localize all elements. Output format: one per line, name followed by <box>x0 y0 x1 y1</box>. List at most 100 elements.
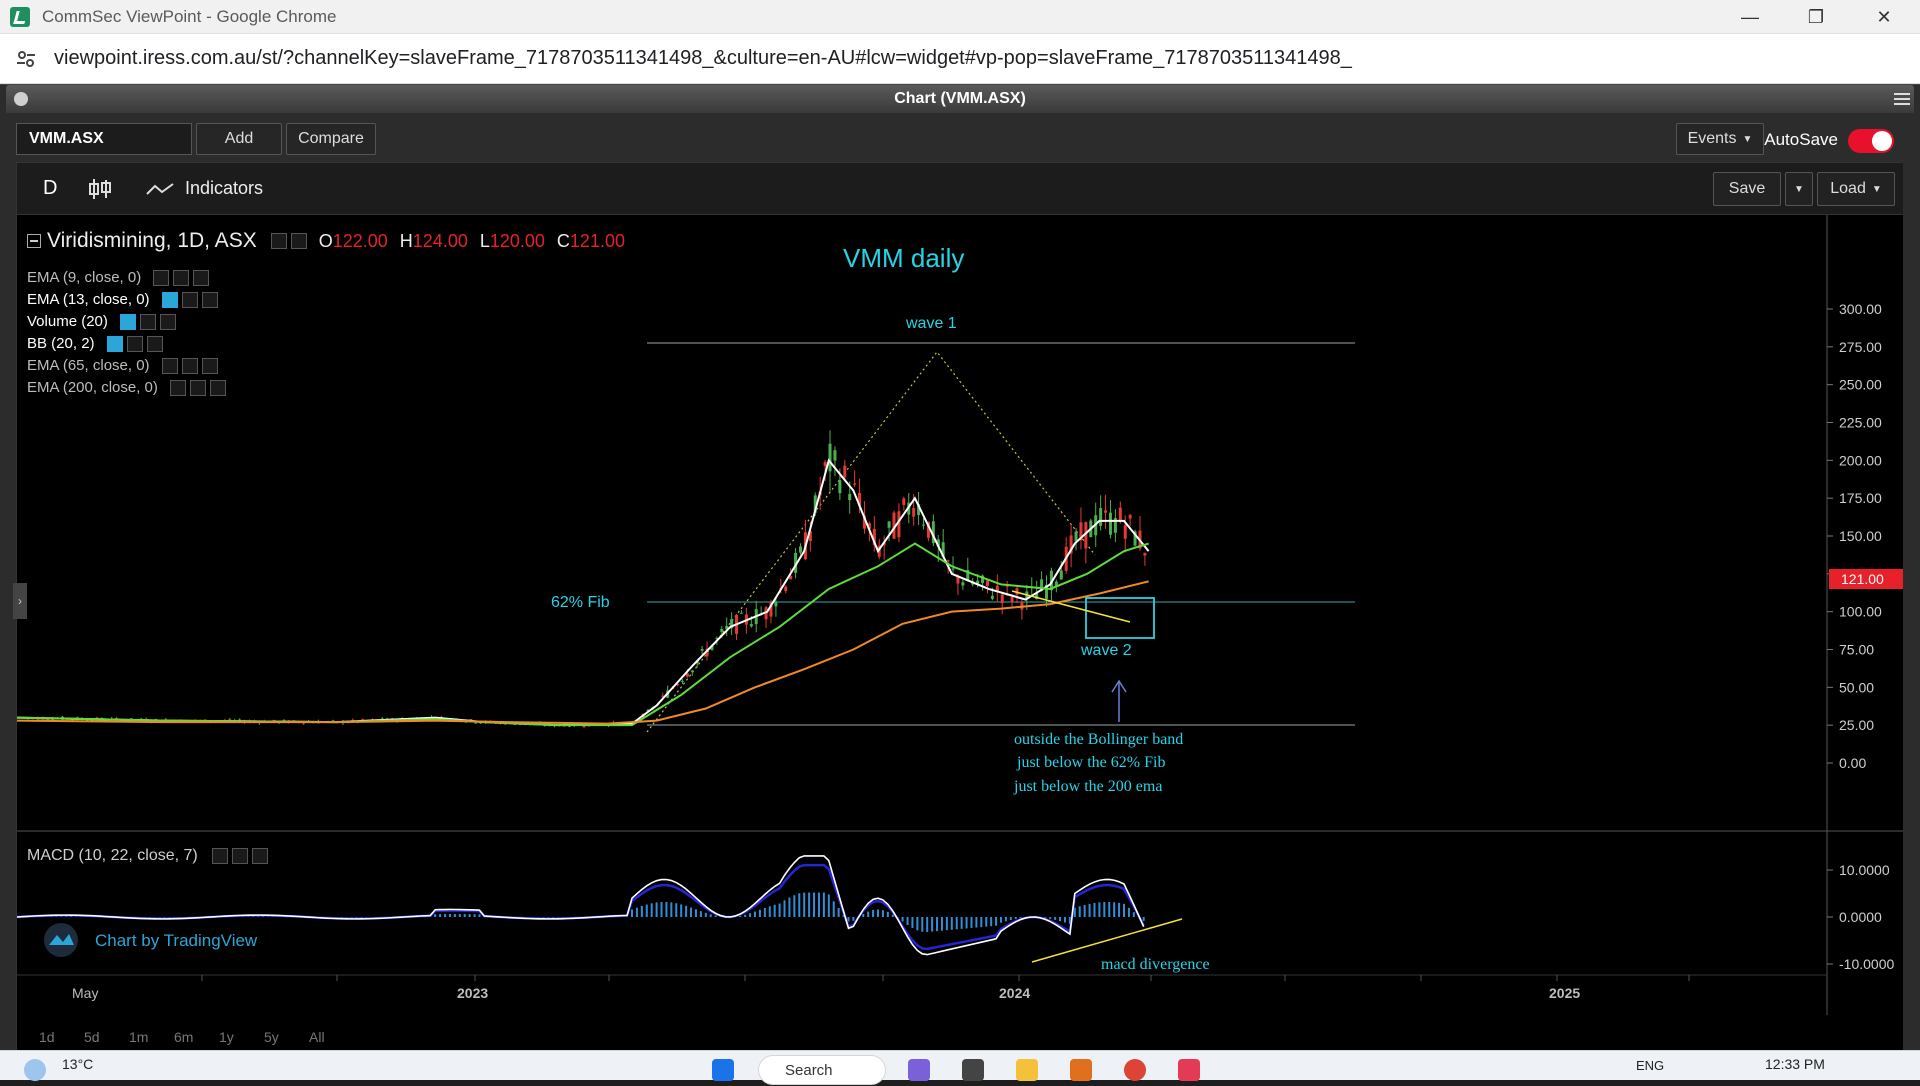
candle-body <box>1104 510 1107 512</box>
settings-icon[interactable] <box>127 336 143 352</box>
visibility-icon[interactable] <box>212 848 228 864</box>
candle-type-icon[interactable] <box>87 177 113 206</box>
remove-icon[interactable] <box>210 380 226 396</box>
settings-icon[interactable] <box>140 314 156 330</box>
restore-button[interactable]: ❐ <box>1788 0 1844 34</box>
task-view-icon[interactable] <box>962 1059 984 1081</box>
settings-icon[interactable] <box>190 380 206 396</box>
remove-icon[interactable] <box>202 358 218 374</box>
candle-body <box>681 681 684 682</box>
price-tick-label: 25.00 <box>1839 717 1874 733</box>
macd-histogram-bar <box>902 917 904 921</box>
weather-icon[interactable] <box>24 1059 46 1081</box>
study-legend-row[interactable]: Volume (20) <box>27 313 176 330</box>
indicators-icon[interactable] <box>145 181 175 202</box>
study-legend-row[interactable]: EMA (13, close, 0) <box>27 291 218 308</box>
time-tick-label: 2023 <box>457 985 488 1001</box>
candle-body <box>853 483 856 484</box>
remove-icon[interactable] <box>193 270 209 286</box>
taskbar-clock[interactable]: 12:33 PM <box>1765 1056 1825 1072</box>
open-value: 122.00 <box>333 231 388 252</box>
note-fib[interactable]: just below the 62% Fib <box>1016 754 1165 771</box>
language-indicator[interactable]: ENG <box>1636 1058 1664 1073</box>
compare-button[interactable]: Compare <box>286 123 376 155</box>
copilot-icon[interactable] <box>908 1059 930 1081</box>
note-bollinger[interactable]: outside the Bollinger band <box>1014 731 1183 748</box>
macd-histogram-bar <box>665 902 667 917</box>
widget-menu-icon[interactable] <box>1894 90 1910 106</box>
url-text[interactable]: viewpoint.iress.com.au/st/?channelKey=sl… <box>54 47 1352 70</box>
address-bar[interactable]: viewpoint.iress.com.au/st/?channelKey=sl… <box>0 34 1920 84</box>
visibility-icon[interactable] <box>162 358 178 374</box>
wave2-label[interactable]: wave 2 <box>1080 642 1132 659</box>
interval-button[interactable]: D <box>43 177 57 200</box>
visibility-icon[interactable] <box>271 233 287 249</box>
macd-histogram-bar <box>1054 917 1056 920</box>
range-button[interactable]: 5d <box>84 1029 100 1045</box>
app-icon[interactable] <box>1178 1059 1200 1081</box>
macd-study-label: MACD (10, 22, close, 7) <box>27 847 198 865</box>
visibility-icon[interactable] <box>153 270 169 286</box>
load-dropdown[interactable]: Load ▼ <box>1817 172 1895 206</box>
visibility-icon[interactable] <box>162 292 178 308</box>
macd-histogram-bar <box>710 914 712 917</box>
macd-histogram-bar <box>1010 917 1012 920</box>
fib-label[interactable]: 62% Fib <box>551 594 610 611</box>
save-options-button[interactable]: ▼ <box>1785 172 1813 206</box>
macd-histogram-bar <box>464 914 466 917</box>
settings-icon[interactable] <box>182 358 198 374</box>
visibility-icon[interactable] <box>120 314 136 330</box>
settings-icon[interactable] <box>291 233 307 249</box>
file-explorer-icon[interactable] <box>1016 1059 1038 1081</box>
symbol-input[interactable]: VMM.ASX <box>16 123 192 155</box>
macd-histogram-bar <box>434 914 436 917</box>
study-legend-row[interactable]: EMA (9, close, 0) <box>27 269 209 286</box>
settings-icon[interactable] <box>232 848 248 864</box>
collapse-side-panel-button[interactable]: › <box>13 583 27 619</box>
indicators-button[interactable]: Indicators <box>185 178 263 199</box>
visibility-icon[interactable] <box>170 380 186 396</box>
settings-icon[interactable] <box>173 270 189 286</box>
events-dropdown[interactable]: Events ▼ <box>1676 123 1764 155</box>
wave1-label[interactable]: wave 1 <box>905 315 957 332</box>
close-button[interactable]: ✕ <box>1856 0 1912 34</box>
remove-icon[interactable] <box>252 848 268 864</box>
range-button[interactable]: 6m <box>174 1029 193 1045</box>
weather-temperature[interactable]: 13°C <box>62 1056 93 1072</box>
study-legend-row[interactable]: EMA (200, close, 0) <box>27 379 226 396</box>
study-label: EMA (9, close, 0) <box>27 269 141 286</box>
collapse-legend-icon[interactable] <box>27 234 41 248</box>
range-button[interactable]: All <box>309 1029 325 1045</box>
remove-icon[interactable] <box>160 314 176 330</box>
note-ema[interactable]: just below the 200 ema <box>1013 778 1162 795</box>
candle-body <box>961 582 964 585</box>
range-button[interactable]: 1m <box>129 1029 148 1045</box>
minimize-button[interactable]: — <box>1722 0 1778 34</box>
macd-divergence-label[interactable]: macd divergence <box>1101 956 1210 973</box>
visibility-icon[interactable] <box>107 336 123 352</box>
price-chart-canvas[interactable]: 300.00275.00250.00225.00200.00175.00150.… <box>17 215 1903 1015</box>
firefox-icon[interactable] <box>1070 1059 1092 1081</box>
range-button[interactable]: 5y <box>264 1029 279 1045</box>
remove-icon[interactable] <box>147 336 163 352</box>
range-button[interactable]: 1d <box>39 1029 55 1045</box>
settings-icon[interactable] <box>182 292 198 308</box>
macd-histogram-bar <box>744 915 746 917</box>
widget-status-dot[interactable] <box>14 92 28 106</box>
tradingview-branding[interactable]: Chart by TradingView <box>95 931 258 950</box>
remove-icon[interactable] <box>202 292 218 308</box>
site-settings-icon[interactable] <box>12 45 40 73</box>
macd-histogram-bar <box>877 909 879 917</box>
range-button[interactable]: 1y <box>219 1029 234 1045</box>
add-button[interactable]: Add <box>196 123 282 155</box>
chart-title-annotation[interactable]: VMM daily <box>843 243 964 273</box>
chrome-icon[interactable] <box>1124 1059 1146 1081</box>
autosave-toggle[interactable] <box>1848 129 1894 153</box>
candle-body <box>991 596 994 599</box>
macd-histogram-bar <box>754 912 756 917</box>
windows-start-icon[interactable] <box>712 1059 734 1081</box>
taskbar-search[interactable]: Search <box>758 1055 886 1085</box>
save-button[interactable]: Save <box>1713 172 1781 206</box>
study-legend-row[interactable]: EMA (65, close, 0) <box>27 357 218 374</box>
study-legend-row[interactable]: BB (20, 2) <box>27 335 163 352</box>
